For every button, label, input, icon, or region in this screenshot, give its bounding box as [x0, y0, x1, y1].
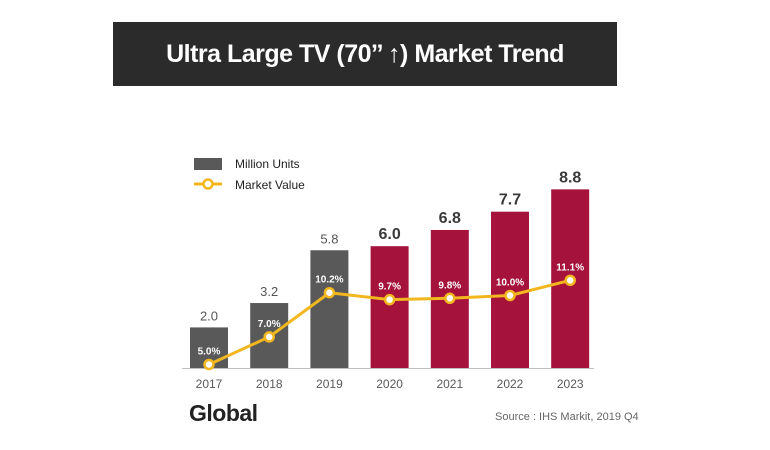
source-note: Source : IHS Markit, 2019 Q4	[495, 411, 639, 423]
bar-value-label-2019: 5.8	[320, 231, 338, 246]
bar-2019	[310, 250, 349, 368]
market-value-point-2022	[504, 289, 516, 302]
x-tick-label-2023: 2023	[557, 377, 584, 391]
market-value-point-2017	[203, 358, 215, 371]
market-value-label-2019: 10.2%	[315, 275, 343, 286]
page-title: Ultra Large TV (70’’ ↑) Market Trend	[166, 39, 564, 68]
market-value-point-2021	[444, 292, 456, 305]
title-bar: Ultra Large TV (70’’ ↑) Market Trend	[113, 22, 617, 86]
bar-value-label-2018: 3.2	[260, 284, 278, 299]
x-tick-label-2019: 2019	[316, 377, 343, 391]
market-value-label-2021: 9.8%	[438, 280, 461, 291]
market-value-label-2018: 7.0%	[258, 319, 281, 330]
region-label: Global	[189, 400, 258, 426]
market-value-point-2019	[323, 286, 336, 299]
x-tick-label-2020: 2020	[376, 377, 403, 391]
market-value-label-2023: 11.1%	[556, 262, 584, 273]
market-value-point-2020	[383, 293, 396, 306]
market-value-point-2023	[564, 274, 576, 287]
legend-label-value: Market Value	[235, 178, 305, 192]
market-value-point-2018	[263, 331, 275, 343]
bar-value-label-2020: 6.0	[378, 226, 400, 243]
market-value-label-2020: 9.7%	[378, 282, 401, 293]
bar-2020	[370, 246, 409, 368]
bar-value-label-2021: 6.8	[439, 210, 461, 227]
x-tick-label-2021: 2021	[436, 377, 463, 391]
legend-label-units: Million Units	[235, 157, 300, 171]
market-value-label-2017: 5.0%	[198, 347, 221, 358]
bar-value-label-2022: 7.7	[499, 192, 521, 209]
x-tick-label-2018: 2018	[256, 377, 283, 391]
market-value-label-2022: 10.0%	[496, 278, 524, 289]
legend-bar-swatch	[194, 158, 222, 170]
x-tick-label-2022: 2022	[497, 377, 524, 391]
x-tick-label-2017: 2017	[196, 377, 223, 391]
legend-line-marker	[202, 178, 214, 190]
bar-value-label-2017: 2.0	[200, 308, 218, 323]
bar-value-label-2023: 8.8	[559, 169, 581, 186]
